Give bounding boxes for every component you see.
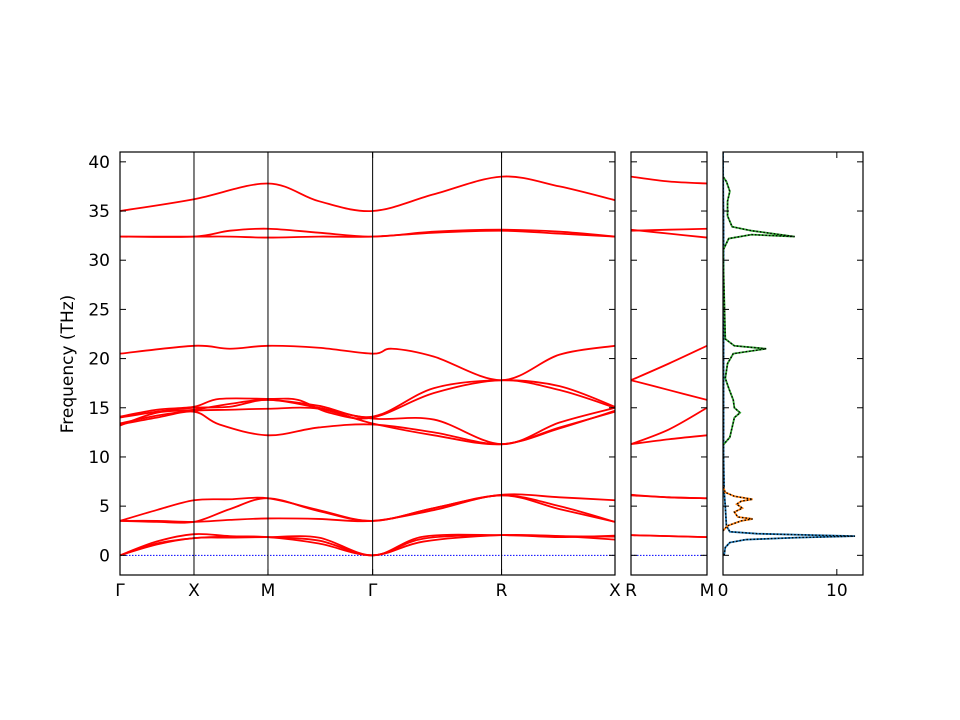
phonon-band-8 [631, 344, 707, 382]
kpoint-label: M [700, 581, 715, 601]
y-axis-label: Frequency (THz) [58, 295, 78, 434]
y-tick-label: 40 [88, 153, 110, 173]
dos-series-dots-1 [723, 152, 856, 556]
y-tick-label: 15 [88, 399, 110, 419]
band-structure-main-panel: Γ X M Γ R X 0 5 10 15 20 25 30 35 40 [88, 151, 621, 601]
phonon-band-2 [631, 534, 707, 539]
phonon-band-5 [631, 434, 707, 446]
phonon-band-6 [120, 494, 615, 523]
y-tick-label: 35 [88, 202, 110, 222]
phonon-band-4 [631, 494, 707, 500]
y-tick-label: 25 [88, 300, 110, 320]
phonon-band-7 [631, 379, 707, 401]
y-tick-label: 30 [88, 251, 110, 271]
kpoint-label: Γ [368, 581, 378, 601]
kpoint-label: R [625, 581, 637, 601]
partial-dos-panel: 0 10 [718, 151, 864, 601]
y-tick-label: 5 [99, 497, 110, 517]
plot-area [631, 175, 707, 556]
phonon-band-4 [120, 493, 615, 522]
axes-frame [722, 151, 864, 576]
y-tick-label: 10 [88, 448, 110, 468]
x-tick-label: 0 [718, 581, 729, 601]
axes-frame [630, 151, 708, 576]
phonon-band-6 [631, 406, 707, 446]
kpoint-label: M [261, 581, 276, 601]
phonon-band-11 [631, 175, 707, 185]
axes-frame [119, 151, 616, 576]
y-tick-label: 20 [88, 350, 110, 370]
phonon-band-14 [120, 229, 615, 239]
kpoint-label: R [496, 581, 508, 601]
kpoint-label: X [609, 581, 621, 601]
kpoint-label: Γ [115, 581, 125, 601]
phonon-band-11 [120, 379, 615, 427]
x-tick-label: 10 [826, 581, 848, 601]
plot-area [723, 152, 856, 556]
phonon-band-10 [631, 227, 707, 232]
kpoint-label: X [188, 581, 200, 601]
dos-series-dots-2 [723, 486, 753, 532]
dos-series-3 [723, 176, 795, 446]
y-tick-label: 0 [99, 546, 110, 566]
dos-series-1 [723, 152, 856, 556]
phonon-band-13 [120, 227, 615, 238]
phonon-band-3 [120, 533, 615, 557]
dos-series-dots-3 [723, 176, 795, 446]
